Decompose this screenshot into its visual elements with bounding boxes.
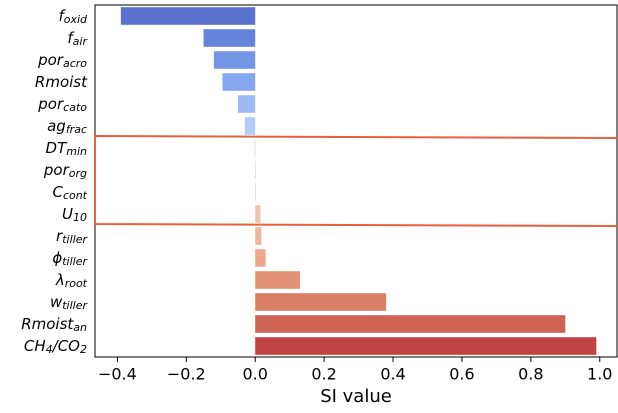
x-tick-label: 0.4 (380, 365, 405, 384)
bar (120, 7, 256, 25)
x-tick-label: 0.6 (449, 365, 474, 384)
label-part: tiller (62, 255, 88, 268)
bar (255, 183, 257, 201)
label-part: tiller (62, 233, 88, 246)
label-part: por (37, 51, 64, 69)
x-axis-label: SI value (320, 386, 392, 407)
y-tick-label: fair (67, 29, 88, 49)
label-part: r (56, 227, 63, 245)
label-part: oxid (64, 13, 88, 26)
label-part: acro (63, 57, 87, 70)
label-part: por (43, 161, 70, 179)
label-part: f (67, 29, 75, 47)
x-tick-label: 1.0 (587, 365, 612, 384)
y-tick-label: agfrac (47, 117, 87, 137)
bar (213, 51, 256, 69)
label-part: /CO (51, 337, 81, 355)
label-part: f (58, 7, 66, 25)
y-tick-label: Ccont (52, 183, 87, 203)
bar (254, 139, 256, 157)
label-part: tiller (62, 299, 88, 312)
bar (255, 315, 566, 333)
bar (203, 29, 256, 47)
y-tick-label: poracro (37, 51, 87, 71)
label-part: 10 (73, 211, 87, 224)
label-part: U (62, 205, 73, 223)
bar (255, 293, 387, 311)
bar (244, 117, 256, 135)
label-part: cato (63, 101, 87, 114)
y-tick-label: pororg (43, 161, 87, 181)
bar (255, 205, 261, 223)
bar (255, 227, 262, 245)
y-tick-label: CH4/CO2 (24, 337, 87, 357)
y-tick-label: foxid (58, 7, 88, 27)
label-part: ϕ (52, 249, 62, 267)
y-tick-label: λroot (55, 271, 88, 291)
x-tick-label: 0.0 (242, 365, 267, 384)
y-tick-label: rtiller (56, 227, 88, 247)
bar (222, 73, 256, 91)
label-part: C (52, 183, 63, 201)
label-part: min (66, 145, 87, 158)
label-part: CH (24, 337, 46, 355)
label-part: org (69, 167, 87, 180)
y-tick-label: wtiller (50, 293, 89, 313)
label-part: Rmoist (21, 315, 74, 333)
label-part: root (65, 277, 88, 290)
y-tick-label: Rmoist (35, 73, 88, 91)
bar (255, 249, 266, 267)
y-tick-label: DTmin (46, 139, 87, 159)
label-part: λ (55, 271, 65, 289)
label-part: cont (63, 189, 88, 202)
x-tick-label: 0.8 (518, 365, 543, 384)
label-part: 4 (46, 343, 53, 356)
y-tick-label: Rmoistan (21, 315, 87, 335)
bar (255, 271, 301, 289)
bar (237, 95, 256, 113)
label-part: air (73, 35, 89, 48)
label-part: w (50, 293, 63, 311)
bar (255, 337, 597, 355)
highlight-box (94, 134, 618, 227)
y-tick-label: porcato (37, 95, 87, 115)
label-part: frac (66, 123, 87, 136)
label-part: Rmoist (35, 73, 88, 91)
label-part: ag (47, 117, 66, 135)
x-tick-label: −0.2 (167, 365, 206, 384)
label-part: DT (46, 139, 69, 157)
y-tick-label: ϕtiller (52, 249, 88, 269)
bar (255, 161, 257, 179)
label-part: an (73, 321, 87, 334)
x-tick-label: 0.2 (311, 365, 336, 384)
label-part: 2 (80, 343, 87, 356)
x-tick-label: −0.4 (98, 365, 137, 384)
label-part: por (37, 95, 64, 113)
y-tick-label: U10 (62, 205, 87, 225)
